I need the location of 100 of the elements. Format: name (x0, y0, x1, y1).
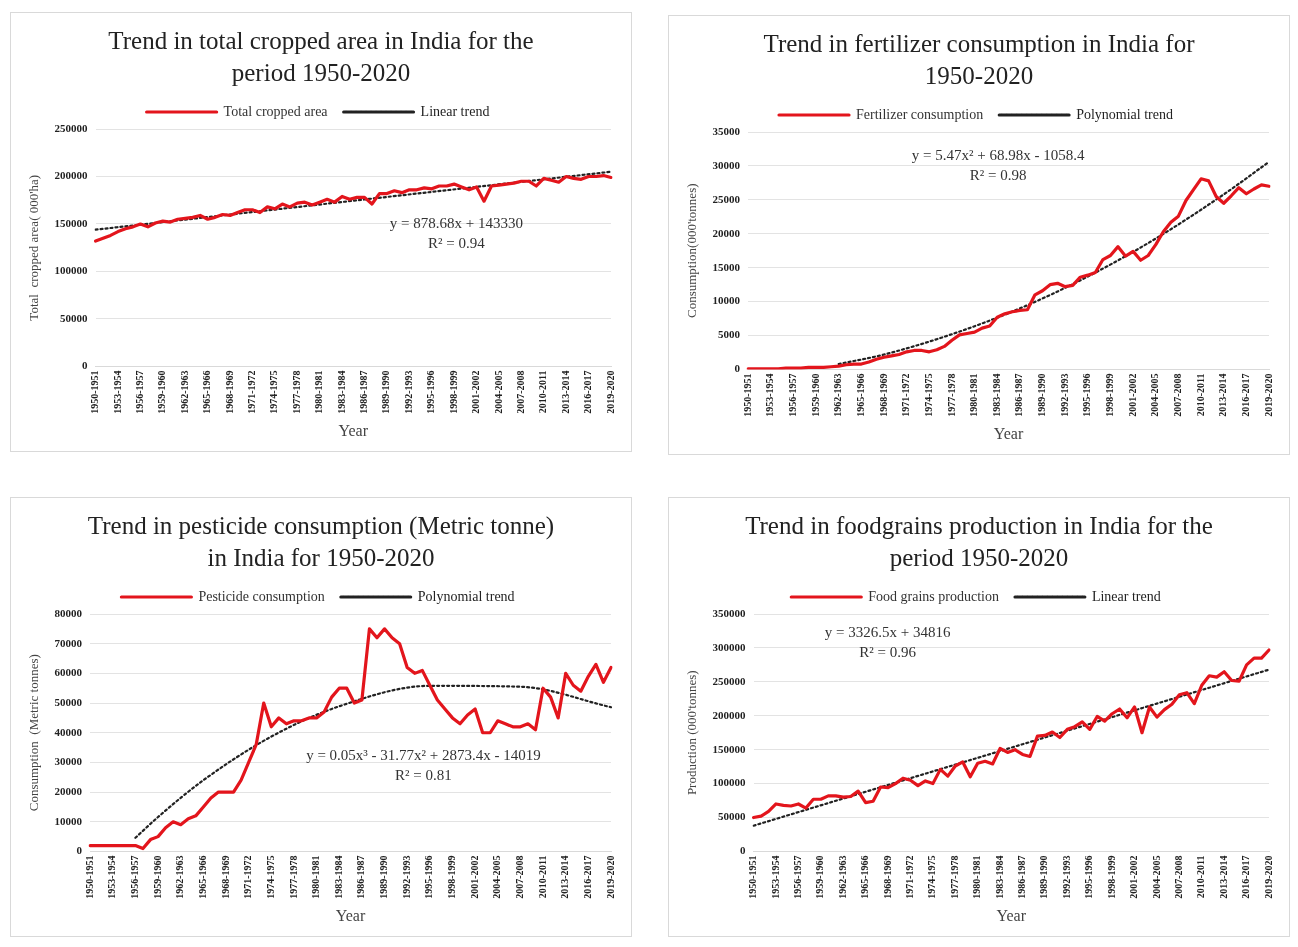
y-tick-label: 150000 (54, 216, 89, 229)
x-tick-label: 1998-1999 (1104, 373, 1116, 417)
x-tick-label: 1968-1969 (881, 855, 893, 899)
x-tick-label: 1995-1996 (423, 855, 435, 899)
y-tick-label: 35000 (712, 124, 741, 137)
x-tick-label: 1971-1972 (904, 855, 916, 899)
y-tick-label: 300000 (712, 640, 747, 653)
y-tick-label: 350000 (712, 606, 747, 619)
x-tick-label: 2007-2008 (513, 855, 525, 899)
x-tick-label: 1986-1987 (1013, 373, 1025, 417)
x-tick-label: 1995-1996 (1083, 855, 1095, 899)
x-tick-label: 1956-1957 (786, 373, 798, 417)
x-tick-label: 1968-1969 (223, 370, 235, 414)
x-tick-label: 1989-1990 (1038, 855, 1050, 899)
x-tick-label: 2001-2002 (470, 370, 482, 414)
chart-title: Trend in foodgrains production in India for the period 1950-2020 (744, 511, 1214, 573)
x-tick-label: 2019-2020 (604, 855, 616, 899)
chart-title: Trend in total cropped area in India for the period 1950-2020 (107, 26, 535, 88)
x-tick-label: 2004-2005 (1150, 855, 1162, 899)
x-tick-label: 1986-1987 (358, 370, 370, 414)
x-tick-label: 1989-1990 (378, 855, 390, 899)
x-tick-label: 1992-1993 (1058, 373, 1070, 417)
x-tick-label: 1980-1981 (971, 855, 983, 899)
x-tick-label: 2004-2005 (492, 370, 504, 414)
x-tick-label: 1992-1993 (400, 855, 412, 899)
x-tick-label: 1950-1951 (89, 370, 101, 414)
chart-title: Trend in fertilizer consumption in India for 1950-2020 (762, 29, 1196, 91)
x-tick-label: 1992-1993 (1060, 855, 1072, 899)
x-tick-label: 1983-1984 (332, 855, 344, 899)
y-tick-label: 250000 (54, 121, 89, 134)
x-tick-label: 1971-1972 (246, 370, 258, 414)
legend-label: Fertilizer consumption (856, 106, 984, 122)
y-tick-label: 15000 (712, 260, 741, 273)
x-tick-label: 1962-1963 (174, 855, 186, 899)
x-axis-title: Year (335, 906, 366, 924)
x-tick-label: 1965-1966 (859, 855, 871, 899)
x-tick-label: 2016-2017 (1239, 373, 1251, 417)
y-tick-label: 200000 (54, 169, 89, 182)
x-tick-label: 1971-1972 (900, 373, 912, 417)
x-tick-label: 1959-1960 (814, 855, 826, 899)
x-tick-label: 1986-1987 (1016, 855, 1028, 899)
y-tick-label: 50000 (54, 695, 83, 708)
x-tick-label: 1995-1996 (425, 370, 437, 414)
x-tick-label: 1959-1960 (156, 370, 168, 414)
x-tick-label: 2001-2002 (1126, 373, 1138, 417)
annotation: R² = 0.94 (428, 234, 486, 251)
y-tick-label: 50000 (60, 311, 89, 324)
x-tick-label: 1977-1978 (287, 855, 299, 899)
y-tick-label: 10000 (54, 814, 83, 827)
y-axis-title: Total cropped area( 000'ha) (26, 174, 42, 321)
x-tick-label: 2013-2014 (559, 855, 571, 899)
y-tick-label: 5000 (718, 328, 741, 341)
x-tick-label: 2010-2011 (1194, 373, 1206, 417)
x-tick-label: 1965-1966 (196, 855, 208, 899)
x-tick-label: 2010-2011 (1195, 855, 1207, 899)
x-tick-label: 1977-1978 (945, 373, 957, 417)
y-tick-label: 20000 (712, 226, 741, 239)
annotation: R² = 0.81 (395, 767, 452, 784)
y-tick-label: 25000 (712, 192, 741, 205)
y-axis-title: Consumption(000'tonnes) (684, 183, 700, 318)
y-tick-label: 60000 (54, 666, 83, 679)
x-tick-label: 1959-1960 (809, 373, 821, 417)
x-tick-label: 1953-1954 (111, 370, 123, 414)
x-tick-label: 1953-1954 (769, 855, 781, 899)
legend-label: Linear trend (420, 103, 490, 119)
y-tick-label: 100000 (712, 776, 747, 789)
x-tick-label: 1974-1975 (268, 370, 280, 414)
x-tick-label: 1998-1999 (446, 855, 458, 899)
x-tick-label: 1989-1990 (1036, 373, 1048, 417)
x-tick-label: 1977-1978 (948, 855, 960, 899)
annotation: y = 5.47x² + 68.98x - 1058.4 (911, 146, 1085, 163)
x-tick-label: 1992-1993 (402, 370, 414, 414)
x-tick-label: 1983-1984 (335, 370, 347, 414)
annotation: y = 878.68x + 143330 (389, 214, 523, 231)
x-tick-label: 1953-1954 (106, 855, 118, 899)
y-axis-title: Production (000'tonnes) (684, 670, 700, 796)
y-tick-label: 70000 (54, 636, 83, 649)
x-tick-label: 1989-1990 (380, 370, 392, 414)
x-tick-label: 2007-2008 (514, 370, 526, 414)
x-tick-label: 1959-1960 (151, 855, 163, 899)
x-tick-label: 2016-2017 (581, 855, 593, 899)
x-tick-label: 1974-1975 (922, 373, 934, 417)
x-tick-label: 2004-2005 (1149, 373, 1161, 417)
y-tick-label: 80000 (54, 606, 83, 619)
x-tick-label: 1980-1981 (310, 855, 322, 899)
legend-label: Polynomial trend (417, 588, 515, 604)
x-tick-label: 2016-2017 (1240, 855, 1252, 899)
x-tick-label: 1953-1954 (764, 373, 776, 417)
x-tick-label: 1962-1963 (836, 855, 848, 899)
y-tick-label: 250000 (712, 674, 747, 687)
annotation: R² = 0.96 (859, 643, 917, 660)
x-tick-label: 1977-1978 (290, 370, 302, 414)
y-tick-label: 100000 (54, 264, 89, 277)
x-axis-title: Year (993, 424, 1024, 442)
x-tick-label: 2013-2014 (1217, 373, 1229, 417)
x-tick-label: 2019-2020 (1262, 373, 1274, 417)
x-tick-label: 1962-1963 (178, 370, 190, 414)
x-tick-label: 1956-1957 (792, 855, 803, 899)
x-tick-label: 2013-2014 (559, 370, 571, 414)
x-tick-label: 1956-1957 (128, 855, 140, 899)
